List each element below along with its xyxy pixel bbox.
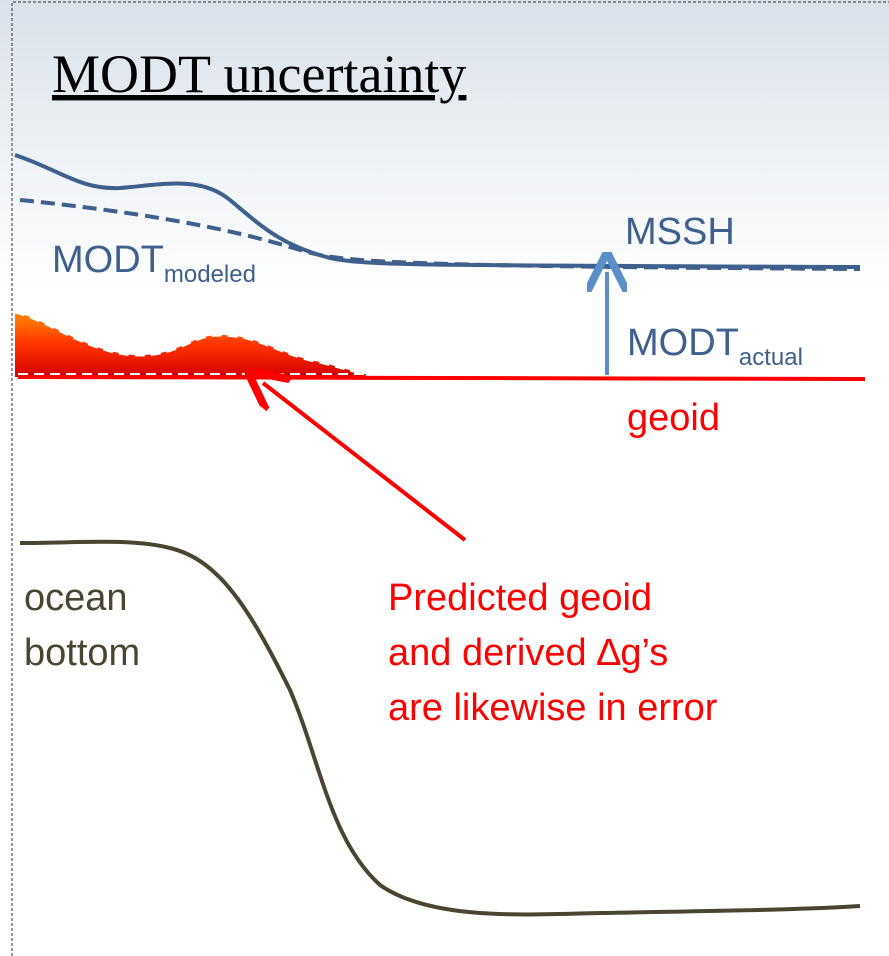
label-main: MODT — [52, 239, 164, 281]
note-text: Predicted geoid — [388, 577, 652, 619]
border — [11, 1, 889, 956]
label-main: MODT — [627, 322, 739, 364]
bottom-label: bottom — [24, 632, 140, 674]
label-sub: modeled — [164, 261, 256, 288]
mssh-label: MSSH — [625, 211, 735, 253]
predicted-geoid-outline — [14, 310, 381, 379]
bottom-label: ocean — [24, 577, 128, 619]
actual-label: MODTactual — [627, 322, 803, 371]
geoid-line — [17, 375, 866, 381]
note-text: are likewise in error — [388, 687, 718, 729]
modeled-line — [19, 198, 861, 271]
error-arrow — [263, 383, 467, 542]
geoid-error-area — [15, 312, 380, 377]
modeled-label: MODTmodeled — [52, 239, 256, 288]
label-sub: actual — [739, 344, 803, 371]
ocean-bottom-line — [19, 539, 861, 917]
note-text: and derived ∆g’s — [388, 632, 668, 674]
geoid-label: geoid — [627, 397, 720, 439]
title: MODT uncertainty — [52, 44, 466, 104]
